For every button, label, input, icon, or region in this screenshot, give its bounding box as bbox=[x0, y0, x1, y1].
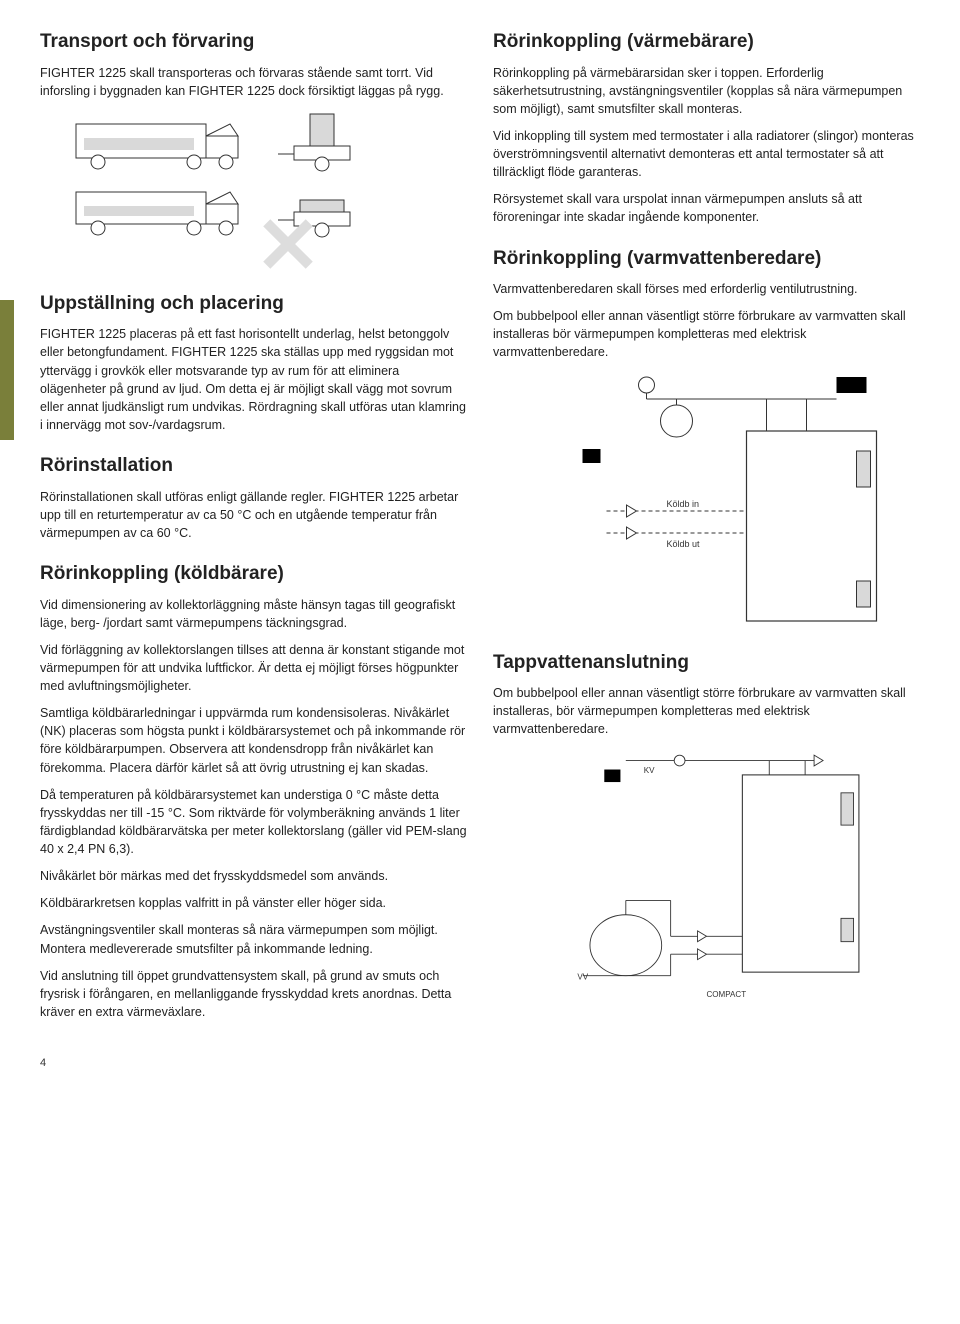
paragraph: FIGHTER 1225 skall transporteras och för… bbox=[40, 64, 467, 100]
paragraph: Rörinkoppling på värmebärarsidan sker i … bbox=[493, 64, 920, 118]
paragraph: Nivåkärlet bör märkas med det frysskydds… bbox=[40, 867, 467, 885]
paragraph: Samtliga köldbärarledningar i uppvärmda … bbox=[40, 704, 467, 777]
paragraph: Rörinstallationen skall utföras enligt g… bbox=[40, 488, 467, 542]
right-column: Rörinkoppling (värmebärare) Rörinkopplin… bbox=[493, 28, 920, 1030]
heading-transport: Transport och förvaring bbox=[40, 28, 467, 56]
heading-rorinstallation: Rörinstallation bbox=[40, 452, 467, 480]
paragraph: Vid förläggning av kollektorslangen till… bbox=[40, 641, 467, 695]
label-koldb-ut: Köldb ut bbox=[667, 539, 701, 549]
heading-tappvatten: Tappvattenanslutning bbox=[493, 649, 920, 677]
paragraph: Varmvattenberedaren skall förses med erf… bbox=[493, 280, 920, 298]
heading-koldbarare: Rörinkoppling (köldbärare) bbox=[40, 560, 467, 588]
van-icon bbox=[70, 184, 270, 238]
paragraph: Köldbärarkretsen kopplas valfritt in på … bbox=[40, 894, 467, 912]
heading-varmebarare: Rörinkoppling (värmebärare) bbox=[493, 28, 920, 56]
label-kv: KV bbox=[644, 766, 655, 775]
paragraph: Avstängningsventiler skall monteras så n… bbox=[40, 921, 467, 957]
trailer-upright-icon bbox=[278, 110, 358, 172]
paragraph: Om bubbelpool eller annan väsentligt stö… bbox=[493, 307, 920, 361]
label-compact: COMPACT bbox=[707, 990, 747, 999]
heading-varmvatten: Rörinkoppling (varmvatten­beredare) bbox=[493, 245, 920, 273]
paragraph: Vid inkoppling till system med termostat… bbox=[493, 127, 920, 181]
paragraph: Om bubbelpool eller annan väsentligt stö… bbox=[493, 684, 920, 738]
heading-uppstallning: Uppställning och placering bbox=[40, 290, 467, 318]
paragraph: Vid anslutning till öppet grundvattensys… bbox=[40, 967, 467, 1021]
van-row-lying bbox=[70, 184, 430, 238]
van-illustrations bbox=[70, 110, 430, 272]
left-column: Transport och förvaring FIGHTER 1225 ska… bbox=[40, 28, 467, 1030]
page-accent-bar bbox=[0, 300, 14, 440]
schematic-varmvatten: Köldb in Köldb ut bbox=[493, 371, 920, 631]
schematic-tappvatten: KV VV COMPACT bbox=[493, 748, 920, 1008]
label-vv: VV bbox=[577, 972, 588, 981]
page-number: 4 bbox=[40, 1056, 920, 1072]
van-icon bbox=[70, 110, 270, 172]
paragraph: Rörsystemet skall vara urspolat innan vä… bbox=[493, 190, 920, 226]
paragraph: Då temperaturen på köldbärarsystemet kan… bbox=[40, 786, 467, 859]
paragraph: FIGHTER 1225 placeras på ett fast horiso… bbox=[40, 325, 467, 434]
paragraph: Vid dimensionering av kollektorläggning … bbox=[40, 596, 467, 632]
van-row-upright bbox=[70, 110, 430, 172]
cross-icon bbox=[260, 216, 316, 272]
label-koldb-in: Köldb in bbox=[667, 499, 700, 509]
